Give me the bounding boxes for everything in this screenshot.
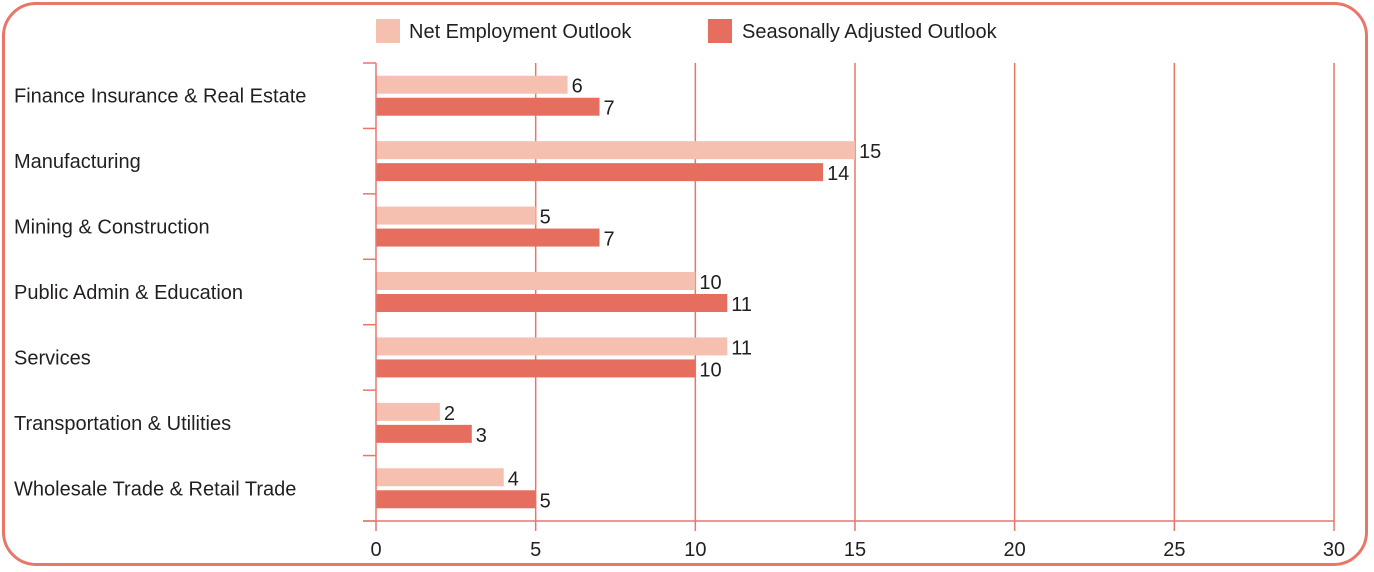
- category-label: Wholesale Trade & Retail Trade: [14, 478, 296, 500]
- legend-label-seasonal: Seasonally Adjusted Outlook: [742, 21, 998, 43]
- category-label: Public Admin & Education: [14, 282, 243, 304]
- data-label: 11: [731, 294, 752, 316]
- bar: [376, 490, 536, 509]
- bar: [376, 359, 696, 378]
- category-label: Services: [14, 347, 91, 369]
- x-tick-label: 15: [844, 539, 866, 561]
- data-label: 5: [540, 490, 551, 512]
- category-label: Manufacturing: [14, 151, 141, 173]
- x-tick-label: 0: [370, 539, 381, 561]
- bar: [376, 163, 824, 182]
- bars: [376, 75, 855, 509]
- gridlines: [534, 63, 1335, 521]
- bar: [376, 272, 696, 290]
- bar: [376, 337, 728, 356]
- bar: [376, 141, 855, 160]
- bar: [376, 75, 568, 94]
- data-label: 4: [508, 468, 519, 490]
- bar: [376, 228, 600, 247]
- category-labels: Finance Insurance & Real Estate Manufactu…: [14, 86, 306, 501]
- data-label: 5: [540, 207, 551, 229]
- bar: [376, 206, 536, 225]
- x-tick-label: 30: [1323, 539, 1345, 561]
- bar: [376, 402, 440, 421]
- data-label: 7: [604, 229, 615, 251]
- x-tick-label: 20: [1004, 539, 1026, 561]
- bar: [376, 468, 504, 487]
- category-label: Mining & Construction: [14, 217, 210, 239]
- data-label: 11: [731, 337, 752, 359]
- data-label: 10: [699, 359, 721, 381]
- legend: Net Employment Outlook Seasonally Adjust…: [376, 19, 998, 43]
- data-label: 3: [476, 425, 487, 447]
- legend-swatch-net: [376, 19, 400, 43]
- data-label: 2: [444, 403, 455, 425]
- category-label: Transportation & Utilities: [14, 413, 231, 435]
- data-label: 6: [572, 76, 583, 98]
- legend-label-net: Net Employment Outlook: [409, 21, 632, 43]
- legend-swatch-seasonal: [708, 19, 732, 43]
- x-tick-label: 25: [1163, 539, 1185, 561]
- data-label: 14: [827, 163, 849, 185]
- data-label: 15: [859, 141, 881, 163]
- axes: [363, 62, 1335, 531]
- x-tick-label: 5: [530, 539, 541, 561]
- bar: [376, 424, 472, 443]
- data-label: 10: [699, 272, 721, 294]
- category-label: Finance Insurance & Real Estate: [14, 86, 306, 108]
- bar: [376, 294, 728, 312]
- bar: [376, 97, 600, 116]
- x-tick-labels: 0 5 10 15 20 25 30: [370, 539, 1345, 561]
- data-label: 7: [604, 98, 615, 120]
- x-tick-label: 10: [684, 539, 706, 561]
